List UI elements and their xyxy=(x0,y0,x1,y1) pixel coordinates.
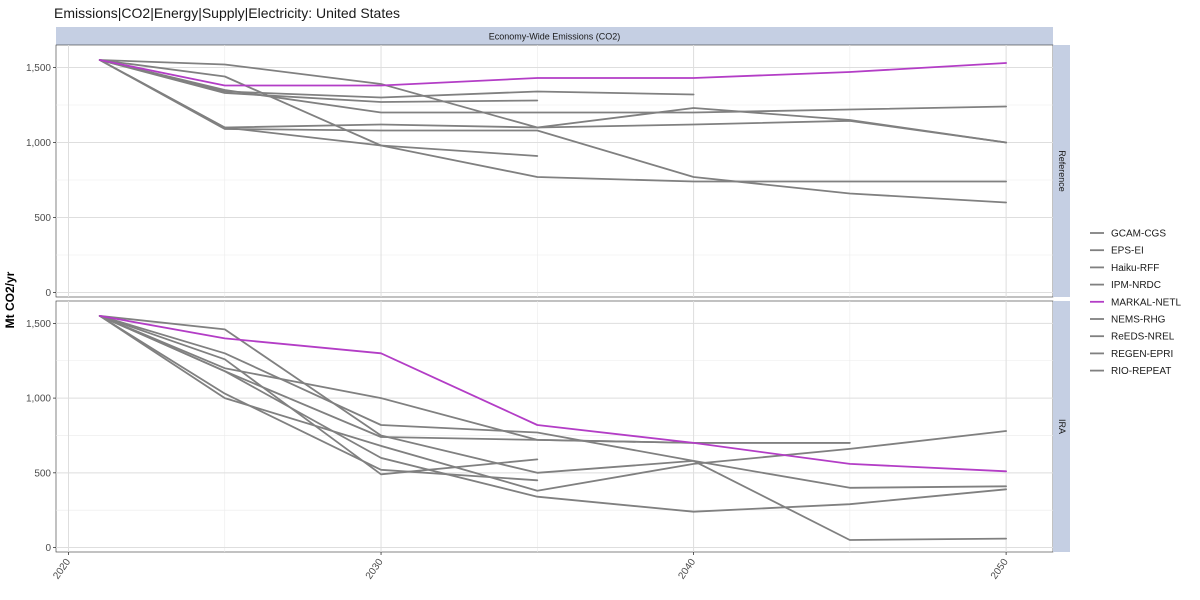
series-line-eps-ei xyxy=(98,315,1007,489)
legend-label-haiku-rff: Haiku-RFF xyxy=(1111,263,1159,274)
legend: GCAM-CGS EPS-EI Haiku-RFF IPM-NRDC MARKAL-NE… xyxy=(1090,229,1181,377)
legend-label-eps-ei: EPS-EI xyxy=(1111,246,1144,257)
legend-label-ipm-nrdc: IPM-NRDC xyxy=(1111,280,1161,291)
legend-label-rio-repeat: RIO-REPEAT xyxy=(1111,366,1171,377)
series-line-regen-epri xyxy=(98,59,1007,204)
x-tick-label: 2030 xyxy=(364,557,386,582)
series-line-markal-netl xyxy=(98,59,1007,87)
series-line-ipm-nrdc xyxy=(98,59,539,103)
series-line-ipm-nrdc xyxy=(98,315,539,482)
y-tick-label: 1,500 xyxy=(26,63,51,74)
series-line-nems-rhg xyxy=(98,59,1007,144)
legend-label-reeds-nrel: ReEDS-NREL xyxy=(1111,332,1175,343)
series-line-reeds-nrel xyxy=(98,59,1007,183)
row-strip xyxy=(1053,301,1070,552)
panel-ira: 0 500 1,000 1,500 IRA xyxy=(26,300,1070,554)
panel-frame xyxy=(55,44,1054,298)
y-tick-label: 500 xyxy=(34,468,51,479)
series-line-haiku-rff xyxy=(98,59,695,99)
series-line-eps-ei xyxy=(98,59,1007,114)
y-tick-label: 1,000 xyxy=(26,394,51,405)
y-axis-label: Mt CO2/yr xyxy=(3,271,17,328)
series-line-markal-netl xyxy=(98,315,1007,473)
legend-label-markal-netl: MARKAL-NETL xyxy=(1111,297,1181,308)
x-tick-label: 2020 xyxy=(51,557,73,582)
panel-reference: 0 500 1,000 1,500 Reference xyxy=(26,44,1070,299)
row-strip-label: IRA xyxy=(1057,419,1067,434)
column-strip xyxy=(56,27,1053,45)
y-tick-label: 500 xyxy=(34,213,51,224)
chart-title: Emissions|CO2|Energy|Supply|Electricity:… xyxy=(54,5,401,21)
y-tick-label: 1,000 xyxy=(26,138,51,149)
legend-label-nems-rhg: NEMS-RHG xyxy=(1111,315,1166,326)
column-strip-label: Economy-Wide Emissions (CO2) xyxy=(489,32,621,42)
row-strip-label: Reference xyxy=(1057,150,1067,192)
series-line-rio-repeat xyxy=(98,59,539,157)
x-tick-label: 2050 xyxy=(989,557,1011,582)
legend-label-gcam-cgs: GCAM-CGS xyxy=(1111,229,1166,240)
legend-label-regen-epri: REGEN-EPRI xyxy=(1111,349,1173,360)
series-line-nems-rhg xyxy=(98,315,1007,541)
series-line-regen-epri xyxy=(98,315,1007,492)
row-strip xyxy=(1053,45,1070,297)
series-line-reeds-nrel xyxy=(98,315,1007,513)
y-tick-label: 0 xyxy=(45,288,51,299)
y-tick-label: 1,500 xyxy=(26,319,51,330)
y-tick-label: 0 xyxy=(45,543,51,554)
series-line-rio-repeat xyxy=(98,315,539,476)
x-tick-label: 2040 xyxy=(676,557,698,582)
